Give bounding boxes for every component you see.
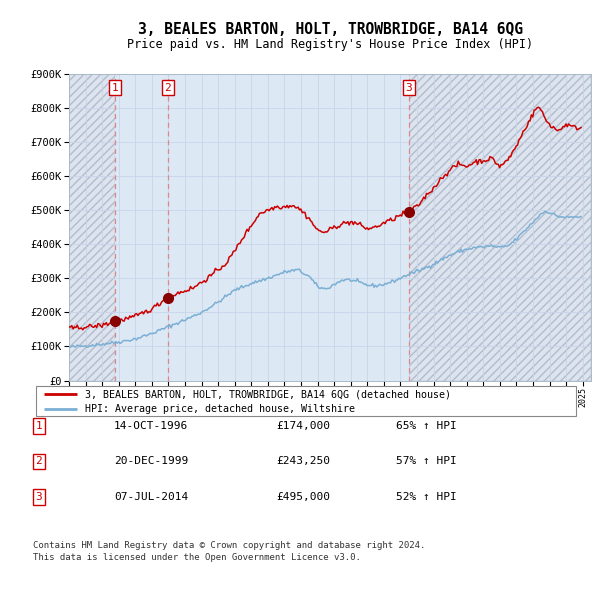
Text: Price paid vs. HM Land Registry's House Price Index (HPI): Price paid vs. HM Land Registry's House … <box>127 38 533 51</box>
Text: 14-OCT-1996: 14-OCT-1996 <box>114 421 188 431</box>
Text: Contains HM Land Registry data © Crown copyright and database right 2024.: Contains HM Land Registry data © Crown c… <box>33 541 425 550</box>
Bar <box>115 74 168 381</box>
Text: £495,000: £495,000 <box>276 492 330 502</box>
Text: 2: 2 <box>164 83 172 93</box>
Text: 2: 2 <box>35 457 43 466</box>
Text: 3, BEALES BARTON, HOLT, TROWBRIDGE, BA14 6QG (detached house): 3, BEALES BARTON, HOLT, TROWBRIDGE, BA14… <box>85 389 451 399</box>
Text: HPI: Average price, detached house, Wiltshire: HPI: Average price, detached house, Wilt… <box>85 404 355 414</box>
Text: 3: 3 <box>406 83 412 93</box>
Text: £174,000: £174,000 <box>276 421 330 431</box>
Text: 1: 1 <box>112 83 119 93</box>
Text: 57% ↑ HPI: 57% ↑ HPI <box>396 457 457 466</box>
Text: 52% ↑ HPI: 52% ↑ HPI <box>396 492 457 502</box>
Bar <box>69 74 115 381</box>
Bar <box>409 74 591 381</box>
Bar <box>168 74 409 381</box>
Text: 65% ↑ HPI: 65% ↑ HPI <box>396 421 457 431</box>
Text: 1: 1 <box>35 421 43 431</box>
Text: £243,250: £243,250 <box>276 457 330 466</box>
Text: 3, BEALES BARTON, HOLT, TROWBRIDGE, BA14 6QG: 3, BEALES BARTON, HOLT, TROWBRIDGE, BA14… <box>137 22 523 37</box>
Text: 20-DEC-1999: 20-DEC-1999 <box>114 457 188 466</box>
Text: This data is licensed under the Open Government Licence v3.0.: This data is licensed under the Open Gov… <box>33 553 361 562</box>
Text: 07-JUL-2014: 07-JUL-2014 <box>114 492 188 502</box>
Text: 3: 3 <box>35 492 43 502</box>
